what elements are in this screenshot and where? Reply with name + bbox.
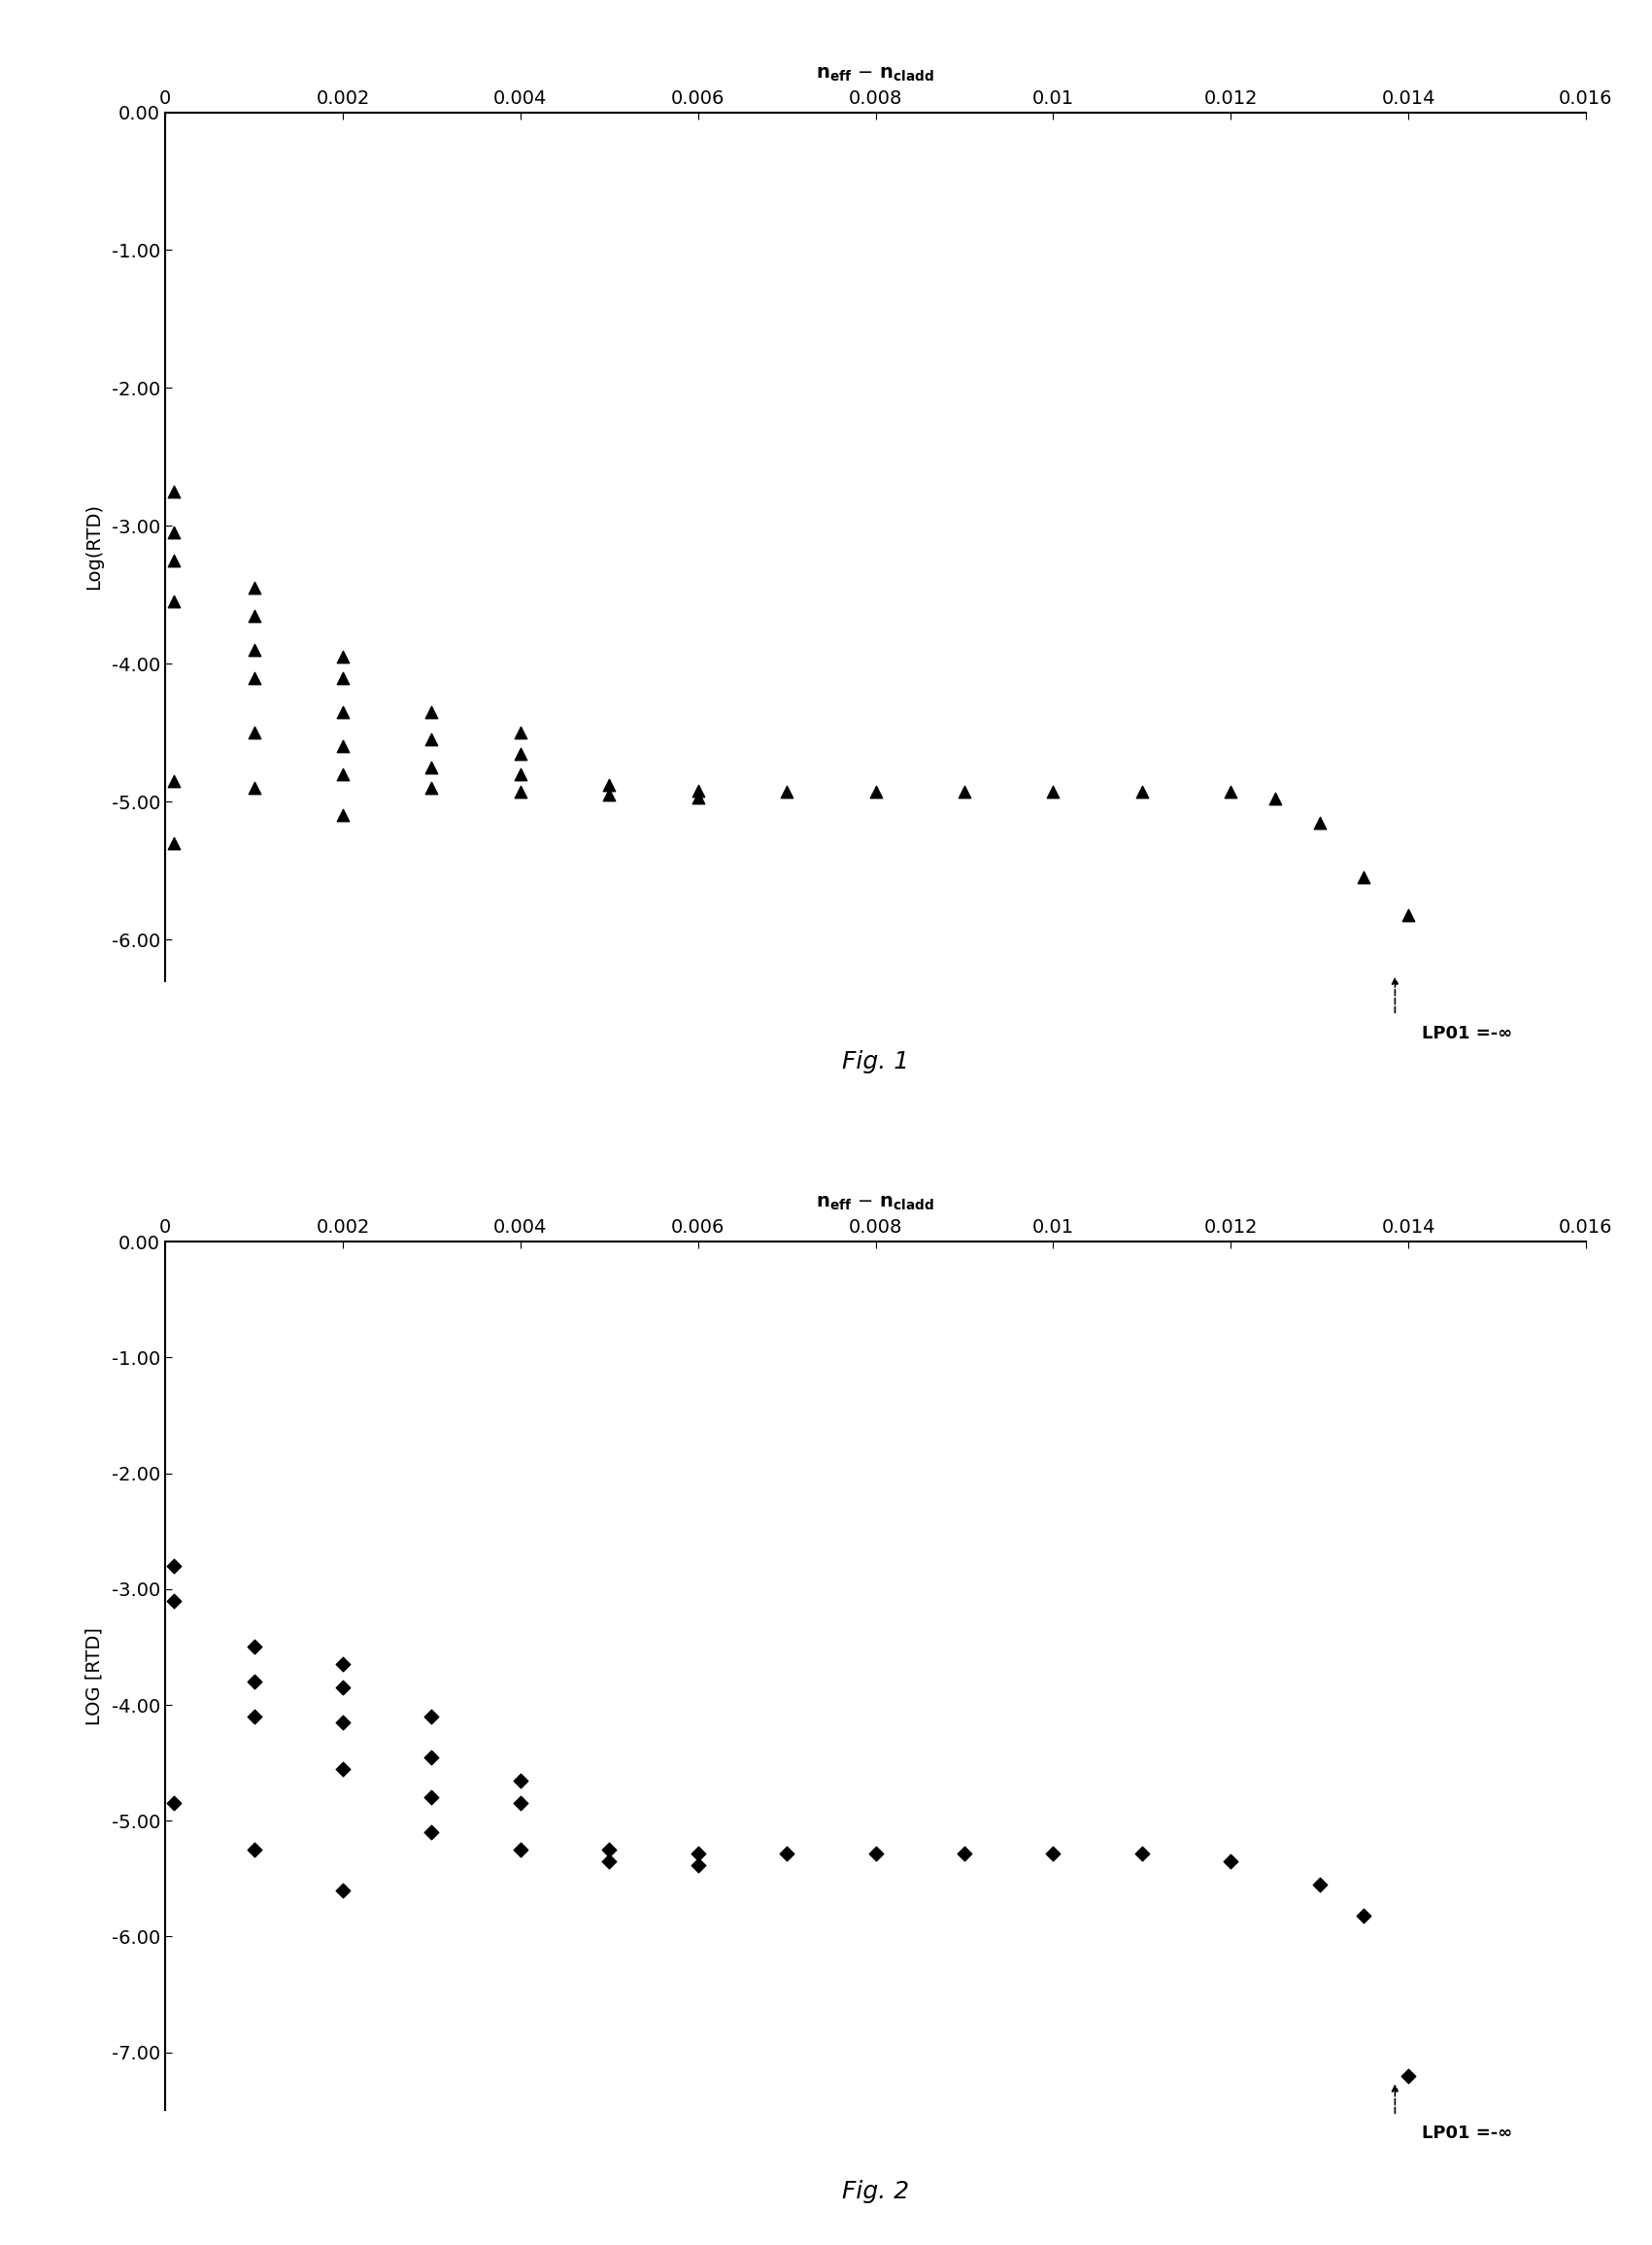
Point [418, 721, 444, 757]
Point [330, 797, 357, 833]
Point [1041, 775, 1067, 810]
Point [418, 694, 444, 730]
Point [1351, 1897, 1378, 1933]
Point [330, 1670, 357, 1706]
Point [330, 694, 357, 730]
Text: LP01 =-∞: LP01 =-∞ [1422, 2124, 1512, 2142]
Point [241, 1832, 268, 1868]
Point [507, 1832, 534, 1868]
Point [684, 1834, 710, 1870]
Point [1218, 1843, 1244, 1879]
Point [1396, 896, 1422, 932]
Point [330, 640, 357, 676]
Point [507, 1762, 534, 1798]
Point [330, 1872, 357, 1908]
Point [507, 736, 534, 772]
Point [418, 1699, 444, 1735]
Point [596, 1843, 623, 1879]
Point [160, 584, 187, 620]
Point [1128, 1834, 1155, 1870]
Point [241, 570, 268, 606]
Point [596, 768, 623, 804]
Point [160, 826, 187, 862]
Point [952, 1834, 978, 1870]
Point [684, 772, 710, 808]
Point [1262, 781, 1289, 817]
Point [241, 633, 268, 669]
Point [1307, 804, 1333, 840]
Point [418, 1814, 444, 1850]
Point [241, 770, 268, 806]
Point [160, 514, 187, 550]
Point [418, 1740, 444, 1776]
Point [160, 543, 187, 579]
Point [330, 1646, 357, 1682]
Point [507, 714, 534, 750]
Point [241, 714, 268, 750]
Point [862, 775, 889, 810]
Point [773, 775, 800, 810]
Point [507, 775, 534, 810]
Point [1396, 2059, 1422, 2095]
Y-axis label: LOG [RTD]: LOG [RTD] [84, 1628, 104, 1724]
Point [330, 1704, 357, 1740]
Point [160, 1785, 187, 1821]
Point [330, 730, 357, 766]
Point [241, 597, 268, 633]
Point [507, 757, 534, 792]
Point [1307, 1866, 1333, 1902]
Point [330, 757, 357, 792]
Point [507, 1785, 534, 1821]
X-axis label: $\mathbf{n_{eff}}$ $-$ $\mathbf{n_{cladd}}$: $\mathbf{n_{eff}}$ $-$ $\mathbf{n_{cladd… [816, 1194, 935, 1212]
Point [596, 1832, 623, 1868]
Point [1218, 775, 1244, 810]
Point [330, 660, 357, 696]
Point [862, 1834, 889, 1870]
Text: Fig. 2: Fig. 2 [843, 2180, 909, 2202]
Point [418, 750, 444, 786]
Point [160, 1583, 187, 1619]
Point [1128, 775, 1155, 810]
Point [160, 474, 187, 510]
Point [596, 777, 623, 813]
Point [1041, 1834, 1067, 1870]
Point [160, 1549, 187, 1585]
Point [684, 779, 710, 815]
Point [952, 775, 978, 810]
Point [773, 1834, 800, 1870]
Text: LP01 =-∞: LP01 =-∞ [1422, 1026, 1512, 1042]
Point [1351, 860, 1378, 896]
X-axis label: $\mathbf{n_{eff}}$ $-$ $\mathbf{n_{cladd}}$: $\mathbf{n_{eff}}$ $-$ $\mathbf{n_{cladd… [816, 65, 935, 83]
Point [160, 763, 187, 799]
Y-axis label: Log(RTD): Log(RTD) [84, 503, 104, 590]
Point [241, 660, 268, 696]
Point [241, 1664, 268, 1699]
Point [330, 1751, 357, 1787]
Point [241, 1699, 268, 1735]
Point [418, 770, 444, 806]
Point [684, 1848, 710, 1884]
Point [241, 1630, 268, 1666]
Text: Fig. 1: Fig. 1 [843, 1051, 909, 1073]
Point [418, 1780, 444, 1816]
